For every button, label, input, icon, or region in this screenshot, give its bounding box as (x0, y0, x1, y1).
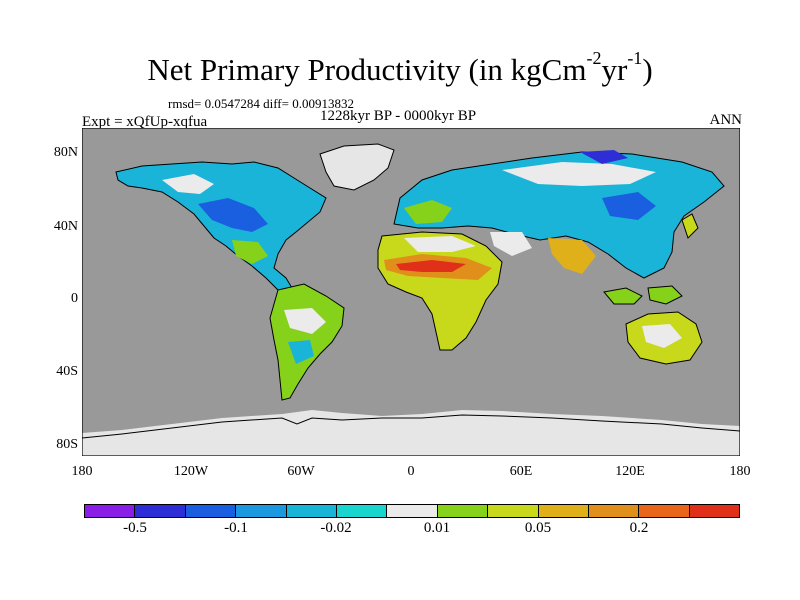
colorbar-swatch (488, 505, 539, 517)
y-tick-label: 80S (56, 437, 78, 452)
south-america-teal-zone (288, 340, 314, 364)
colorbar-swatch (236, 505, 287, 517)
siberia-light-zone (502, 162, 656, 186)
greenland-landmass (319, 143, 395, 191)
colorbar-label: -0.5 (123, 520, 147, 536)
colorbar-label: 0.2 (629, 520, 649, 536)
europe-green-zone (404, 200, 452, 224)
colorbar-swatch (387, 505, 438, 517)
title-mid: yr (601, 52, 628, 87)
colorbar-swatch (639, 505, 690, 517)
plot-title: Net Primary Productivity (in kgCm-2yr-1) (0, 48, 800, 88)
y-tick-label: 40N (53, 219, 78, 234)
colorbar-swatch (336, 505, 388, 517)
japan-islands (681, 213, 699, 239)
y-tick-label: 40S (56, 364, 78, 379)
x-tick-label: 180 (729, 464, 751, 479)
title-main: Net Primary Productivity (in kgCm (147, 52, 587, 87)
colorbar-swatch (437, 505, 489, 517)
world-map (82, 128, 740, 456)
colorbar-swatch (286, 505, 337, 517)
colorbar-swatch (135, 505, 186, 517)
north-america-dark-zone (198, 198, 268, 232)
asia-dark-zone (602, 192, 656, 220)
north-america-landmass (115, 161, 327, 299)
colorbar-swatch (588, 505, 640, 517)
title-exponent-2: -1 (627, 48, 643, 68)
africa-red-zone (396, 260, 466, 272)
colorbar (84, 504, 740, 518)
india-orange-zone (548, 238, 596, 274)
colorbar-swatch (538, 505, 589, 517)
title-exponent-1: -2 (586, 48, 602, 68)
middle-east-light-zone (490, 232, 532, 256)
eurasia-landmass (393, 151, 725, 279)
indonesia-islands (603, 285, 683, 305)
x-tick-label: 180 (71, 464, 93, 479)
period-label: 1228kyr BP - 0000kyr BP (320, 108, 477, 124)
x-tick-label: 60E (509, 464, 533, 479)
arctic-purple-zone (580, 150, 628, 164)
north-america-light-zone (162, 174, 214, 194)
y-tick-label: 80N (53, 145, 78, 160)
title-end: ) (642, 52, 653, 87)
colorbar-label: 0.01 (423, 520, 451, 536)
x-tick-label: 120E (615, 464, 645, 479)
colorbar-label: -0.1 (224, 520, 248, 536)
colorbar-label: 0.05 (524, 520, 552, 536)
colorbar-swatch (185, 505, 237, 517)
x-tick-label: 0 (407, 464, 415, 479)
x-tick-label: 120W (173, 464, 209, 479)
experiment-label: Expt = xQfUp-xqfua (82, 114, 208, 130)
colorbar-swatch (85, 505, 136, 517)
y-tick-label: 0 (71, 291, 78, 306)
season-label: ANN (709, 112, 743, 128)
antarctica-landmass (82, 410, 740, 456)
australia-light-zone (642, 324, 682, 348)
south-america-light-zone (284, 308, 326, 334)
x-tick-label: 60W (287, 464, 315, 479)
sahara-light-zone (404, 236, 476, 252)
stats-text: rmsd= 0.0547284 diff= 0.00913832 (168, 96, 354, 111)
colorbar-label: -0.02 (320, 520, 352, 536)
north-america-green-zone (232, 240, 268, 264)
antarctica-coastline (82, 414, 740, 439)
colorbar-swatch (689, 505, 740, 517)
